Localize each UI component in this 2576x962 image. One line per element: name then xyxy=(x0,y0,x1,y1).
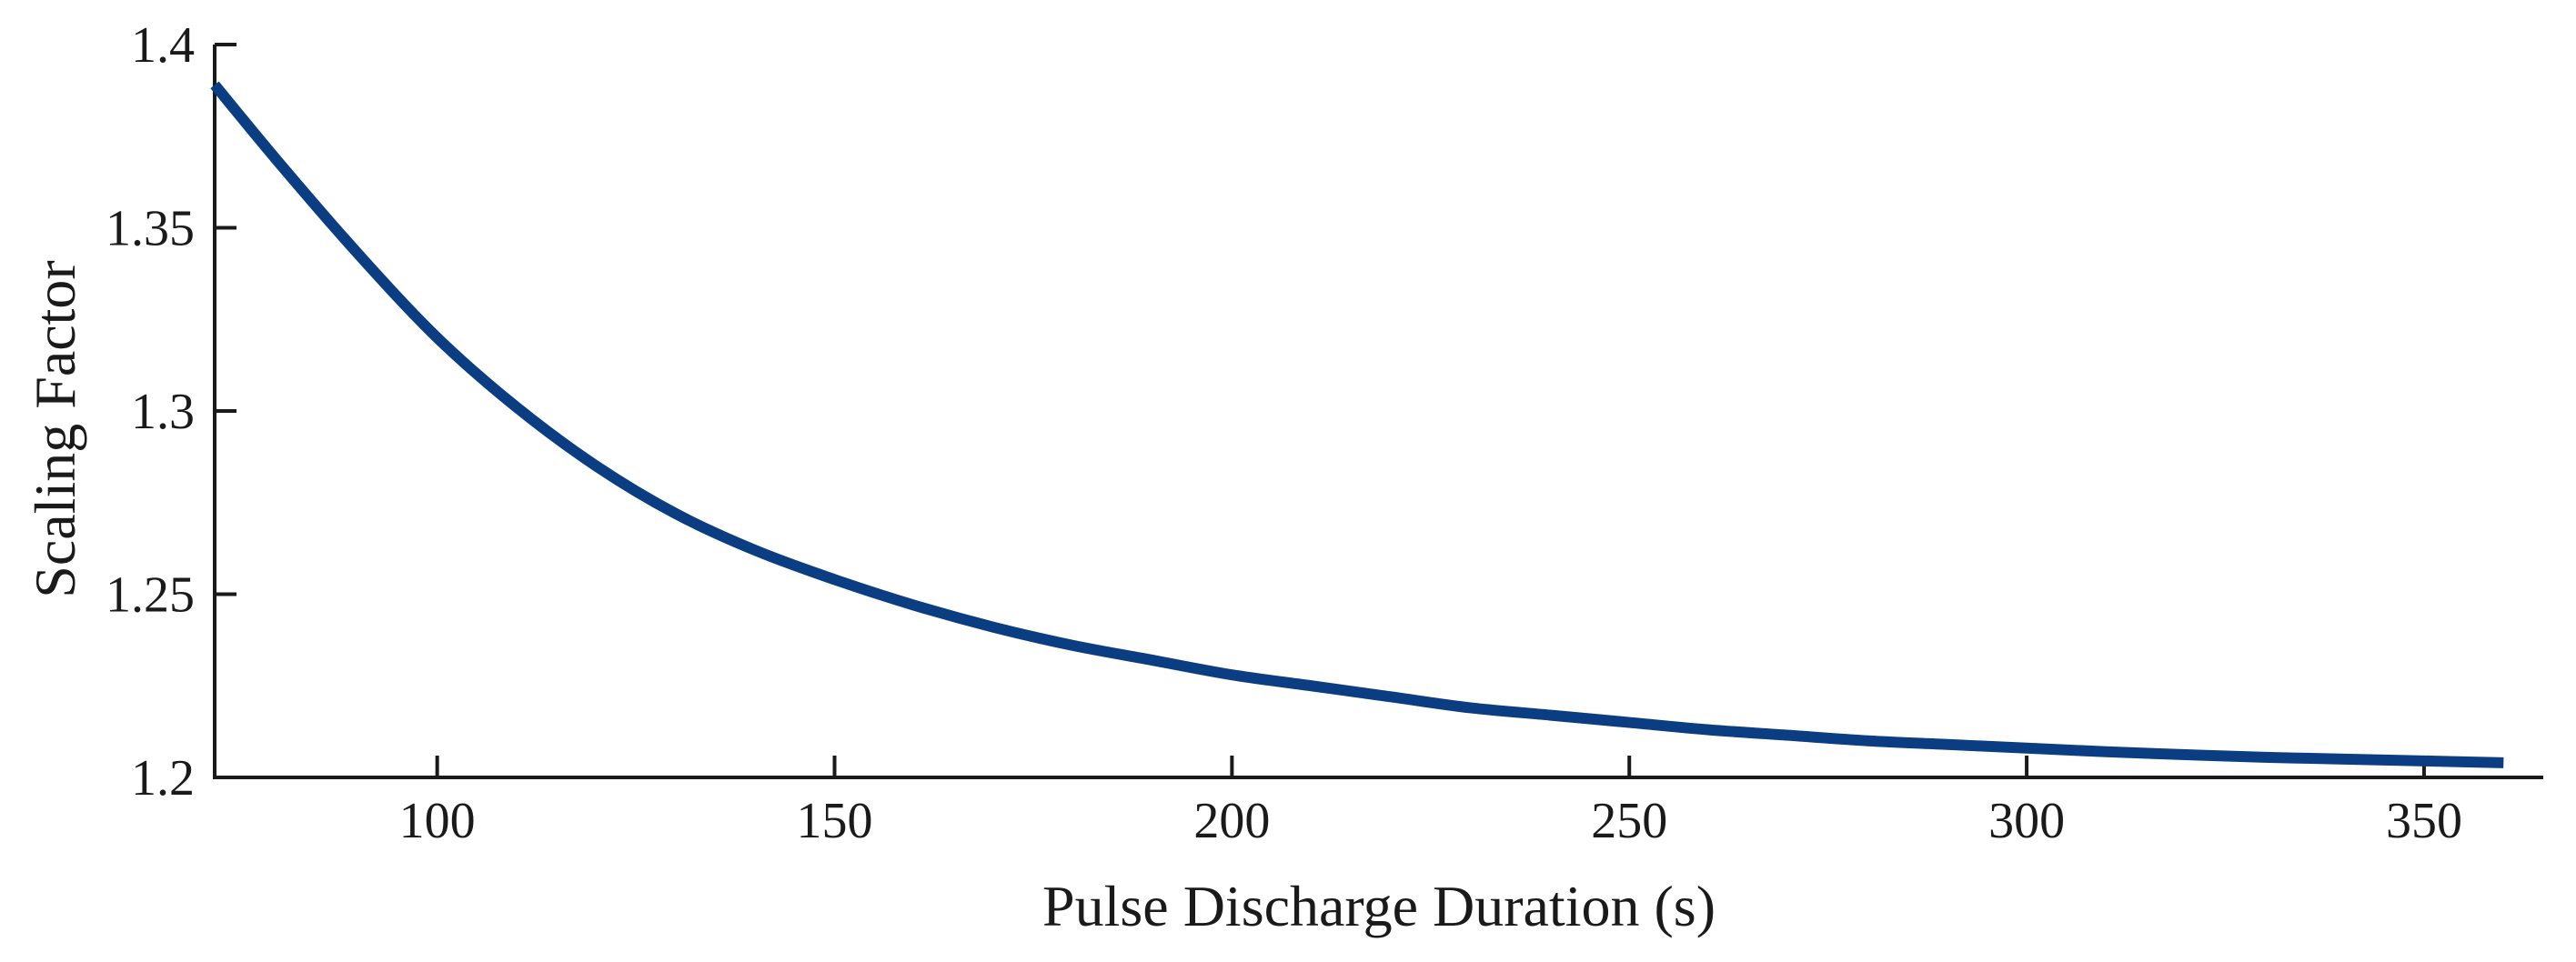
x-tick-label: 350 xyxy=(2386,793,2462,849)
y-tick-label: 1.35 xyxy=(106,201,195,257)
x-tick-label: 300 xyxy=(1988,793,2065,849)
series-layer xyxy=(210,81,2504,768)
x-axis-title: Pulse Discharge Duration (s) xyxy=(1042,874,1716,938)
x-tick-label: 100 xyxy=(399,793,476,849)
y-tick-label: 1.2 xyxy=(131,750,195,807)
axis-frame xyxy=(213,45,2543,779)
y-axis-title: Scaling Factor xyxy=(23,260,87,597)
x-tick-label: 200 xyxy=(1193,793,1270,849)
y-tick-label: 1.25 xyxy=(106,567,195,624)
x-tick-label: 150 xyxy=(797,793,873,849)
axes xyxy=(213,45,2543,779)
scaling-factor-curve xyxy=(210,81,2504,768)
ticks: 100 150 200 250 300 350 1.2 1.25 1.3 1.35 1.4 xyxy=(106,17,2462,849)
x-tick-label: 250 xyxy=(1591,793,1667,849)
y-tick-label: 1.4 xyxy=(131,17,195,74)
y-tick-label: 1.3 xyxy=(131,384,195,440)
